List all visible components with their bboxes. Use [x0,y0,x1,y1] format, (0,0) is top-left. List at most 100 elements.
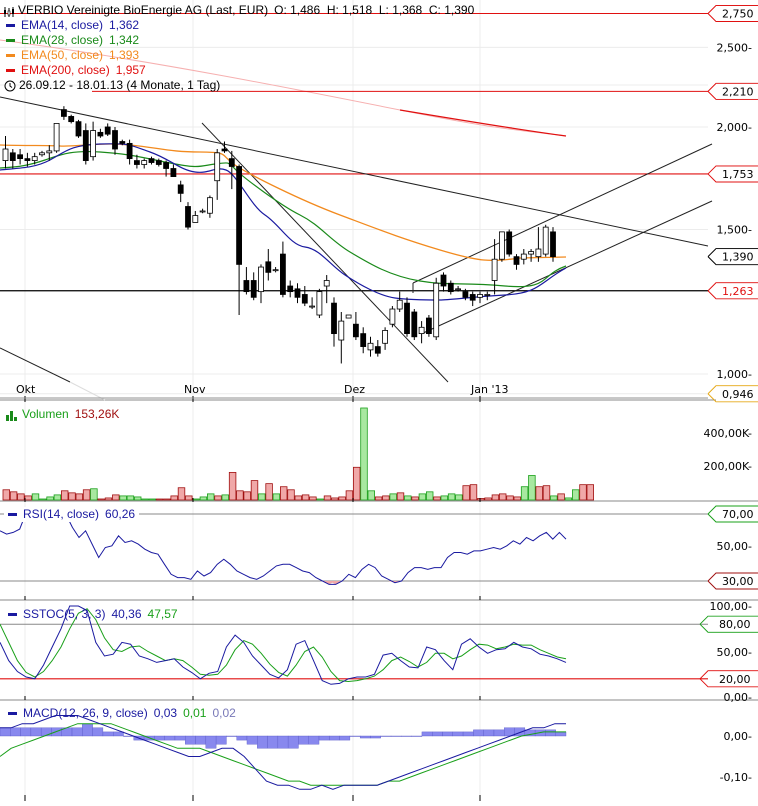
candlestick[interactable] [462,288,469,301]
candlestick[interactable] [338,312,345,364]
candlestick[interactable] [528,249,534,262]
trendline-down-steep[interactable] [201,122,449,383]
volume-bar[interactable] [258,493,266,501]
volume-bar[interactable] [170,495,178,501]
candlestick[interactable] [24,152,31,167]
volume-bar[interactable] [287,489,295,501]
candlestick[interactable] [345,314,352,319]
legend-ema14[interactable]: EMA(14, close) 1,362 [2,18,474,33]
volume-bar[interactable] [418,493,427,501]
candlestick[interactable] [272,267,279,273]
trendline-down-long[interactable] [0,96,709,247]
candlestick[interactable] [279,241,286,298]
candlestick[interactable] [236,164,243,316]
channel-lower-line[interactable] [420,200,713,335]
volume-bar[interactable] [133,496,142,501]
candlestick[interactable] [374,340,381,357]
candlestick[interactable] [177,180,184,203]
volume-bar[interactable] [104,497,113,501]
volume-bar[interactable] [31,493,40,501]
volume-bar[interactable] [572,489,580,501]
candlestick[interactable] [265,249,272,281]
candlestick[interactable] [491,239,498,295]
volume-bar[interactable] [469,484,478,501]
volume-bar[interactable] [498,493,507,501]
volume-bar[interactable] [447,493,456,501]
candlestick[interactable] [520,249,527,265]
volume-bar[interactable] [24,495,32,501]
volume-bar[interactable] [177,487,186,501]
volume-bar[interactable] [250,480,259,501]
volume-bar[interactable] [236,490,244,501]
volume-bar[interactable] [542,485,551,501]
volume-bar[interactable] [323,495,332,501]
candlestick[interactable] [185,202,191,230]
candlestick[interactable] [550,227,556,262]
volume-bar[interactable] [557,493,565,501]
volume-bar[interactable] [411,496,419,501]
sstoc-marker[interactable]: 80,00 [699,615,758,633]
volume-bar[interactable] [17,493,25,501]
volume-bar[interactable] [185,495,193,501]
candlestick[interactable] [331,297,337,347]
volume-bar[interactable] [477,498,485,501]
volume-bar[interactable] [382,495,390,501]
legend-ema28[interactable]: EMA(28, close) 1,342 [2,33,474,48]
volume-bar[interactable] [389,493,397,501]
volume-bar[interactable] [550,495,558,501]
volume-bar[interactable] [396,492,405,501]
volume-bar[interactable] [97,498,105,501]
candlestick[interactable] [192,210,199,223]
candlestick[interactable] [301,286,308,307]
candlestick[interactable] [440,272,447,292]
volume-bar[interactable] [141,498,149,501]
candlestick[interactable] [53,123,60,153]
candlestick[interactable] [82,123,89,165]
candlestick[interactable] [535,227,542,262]
candlestick[interactable] [425,315,432,337]
candlestick[interactable] [75,119,82,138]
volume-bar[interactable] [404,495,412,501]
candlestick[interactable] [498,231,505,262]
candlestick[interactable] [39,150,45,157]
candlestick[interactable] [477,291,483,304]
macd-legend[interactable]: MACD(12, 26, 9, close) 0,03 0,01 0,02 [4,706,236,721]
price-marker[interactable]: 0,946 [707,385,758,403]
volume-bar[interactable] [294,495,302,501]
candlestick[interactable] [469,291,476,307]
volume-bar[interactable] [520,486,529,501]
candlestick[interactable] [367,336,374,357]
candlestick[interactable] [360,327,367,354]
candlestick[interactable] [214,149,221,200]
volume-bar[interactable] [425,491,434,501]
candlestick[interactable] [542,224,549,257]
volume-bar[interactable] [199,496,208,501]
volume-bar[interactable] [228,471,237,501]
volume-bar[interactable] [53,494,62,501]
candlestick[interactable] [258,264,264,304]
volume-bar[interactable] [2,489,10,501]
candlestick[interactable] [90,121,96,161]
candlestick[interactable] [148,156,155,165]
volume-bar[interactable] [586,484,594,501]
candlestick[interactable] [411,309,418,341]
volume-bar[interactable] [455,494,463,501]
candlestick[interactable] [404,297,410,337]
volume-bar[interactable] [68,492,76,501]
candlestick[interactable] [513,254,520,270]
volume-bar[interactable] [484,497,492,501]
candlestick[interactable] [199,208,206,214]
volume-bar[interactable] [301,494,310,501]
volume-bar[interactable] [155,498,164,501]
volume-bar[interactable] [112,494,120,501]
candlestick[interactable] [309,297,316,310]
rsi-marker[interactable]: 30,00 [707,572,758,590]
candlestick[interactable] [31,152,38,165]
candlestick[interactable] [104,123,111,136]
volume-bar[interactable] [535,486,543,501]
volume-bar[interactable] [513,496,521,501]
volume-bar[interactable] [367,490,375,501]
candlestick[interactable] [46,145,53,161]
candlestick[interactable] [352,312,359,341]
